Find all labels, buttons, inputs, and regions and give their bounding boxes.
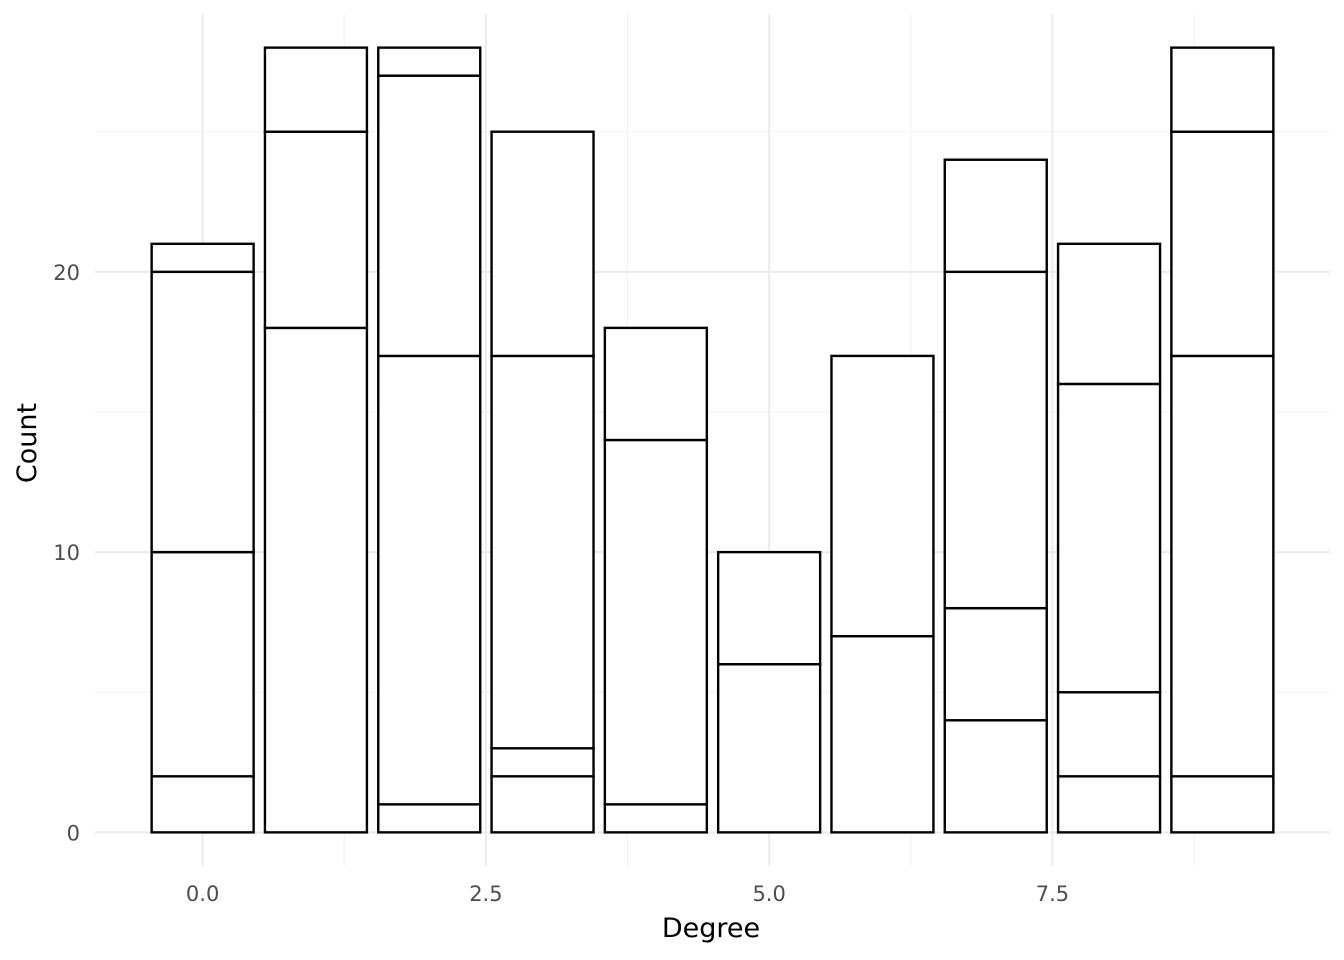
bar-stack — [490, 130, 595, 834]
bar-stack — [263, 46, 369, 834]
bar-segment — [490, 747, 595, 778]
bar-segment — [603, 438, 709, 806]
bar-segment — [603, 803, 709, 834]
bar-segment — [150, 550, 255, 778]
y-tick-label: 0 — [67, 821, 80, 845]
bar-segment — [1170, 130, 1275, 358]
bar-segment — [263, 130, 369, 330]
bar-stack — [1170, 46, 1275, 834]
bar-segment — [716, 663, 822, 834]
bar-segment — [150, 270, 255, 554]
bar-segment — [943, 719, 1048, 834]
x-axis-ticks: 0.0 2.5 5.0 7.5 — [186, 882, 1069, 906]
x-tick-label: 2.5 — [469, 882, 502, 906]
bar-stack — [377, 46, 482, 834]
bar-stack — [830, 354, 935, 834]
bar-stack — [943, 158, 1048, 834]
bar-segment — [716, 550, 822, 666]
bar-stack — [603, 326, 709, 834]
bar-segment — [603, 326, 709, 442]
x-tick-label: 7.5 — [1036, 882, 1069, 906]
bar-segment — [1170, 775, 1275, 834]
bars — [150, 46, 1275, 834]
y-tick-label: 10 — [53, 541, 80, 565]
x-axis-title: Degree — [662, 913, 760, 944]
bar-segment — [377, 74, 482, 358]
bar-segment — [1056, 242, 1162, 386]
bar-segment — [830, 634, 935, 834]
bar-segment — [377, 803, 482, 834]
bar-segment — [490, 775, 595, 834]
bar-segment — [150, 242, 255, 274]
bar-segment — [490, 130, 595, 358]
bar-stack — [150, 242, 255, 834]
bar-segment — [490, 354, 595, 750]
bar-segment — [1170, 354, 1275, 778]
bar-segment — [943, 270, 1048, 610]
bar-segment — [377, 354, 482, 806]
bar-segment — [263, 326, 369, 834]
bar-segment — [943, 158, 1048, 274]
bar-segment — [1170, 46, 1275, 133]
bar-segment — [263, 46, 369, 133]
y-axis-ticks: 0 10 20 — [53, 261, 80, 846]
bar-stack — [1056, 242, 1162, 834]
bar-stack — [716, 550, 822, 834]
bar-segment — [943, 606, 1048, 722]
bar-segment — [150, 775, 255, 834]
y-axis-title: Count — [12, 403, 43, 483]
y-tick-label: 20 — [53, 261, 80, 285]
bar-segment — [830, 354, 935, 638]
x-tick-label: 0.0 — [186, 882, 219, 906]
bar-segment — [1056, 775, 1162, 834]
bar-segment — [1056, 691, 1162, 778]
bar-segment — [1056, 382, 1162, 694]
x-tick-label: 5.0 — [752, 882, 785, 906]
bar-segment — [377, 46, 482, 77]
